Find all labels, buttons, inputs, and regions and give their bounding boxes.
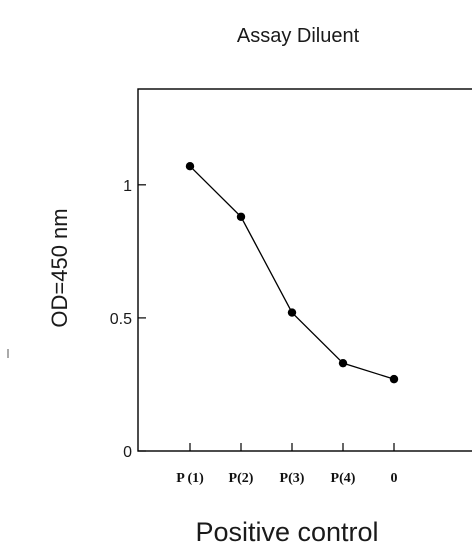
chart-title: Assay Diluent xyxy=(237,25,360,47)
series-line xyxy=(189,165,395,380)
data-point xyxy=(338,358,348,368)
y-axis-ticks: 00.51 xyxy=(110,178,146,461)
series-group xyxy=(185,161,399,384)
y-tick-label: 1 xyxy=(123,178,132,195)
x-tick-label: P(2) xyxy=(229,471,254,486)
x-axis-ticks: P (1) P(2) P(3) P(4) 0 xyxy=(176,443,398,486)
x-axis-label: Positive control xyxy=(195,517,378,547)
data-point xyxy=(287,308,297,317)
x-tick-label: P (1) xyxy=(176,471,204,486)
y-tick-label: 0.5 xyxy=(110,311,132,328)
x-tick-label: P(4) xyxy=(331,471,356,486)
y-axis-label: OD=450 nm xyxy=(47,208,72,327)
data-point xyxy=(389,374,399,384)
x-tick-label: 0 xyxy=(391,471,398,486)
data-point xyxy=(236,212,246,221)
plot-area-frame xyxy=(137,88,472,452)
y-tick-label: 0 xyxy=(123,444,132,461)
data-point xyxy=(185,161,195,171)
x-tick-label: P(3) xyxy=(280,471,305,486)
